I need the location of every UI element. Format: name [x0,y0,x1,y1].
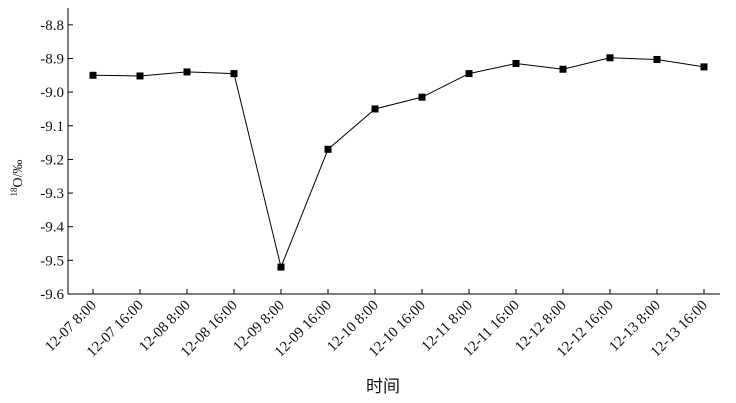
series-line-group [89,54,708,271]
y-tick-label: -9.3 [40,186,64,202]
data-point-marker [324,145,332,153]
data-point-marker [136,72,144,80]
y-axis-title: 18O/‰ [9,160,26,197]
y-tick-label: -9.6 [40,287,64,303]
data-point-marker [277,263,285,271]
data-point-marker [606,54,614,62]
data-point-marker [700,63,708,71]
y-tick-label: -9.5 [40,253,64,269]
data-point-marker [371,105,379,113]
y-axis-title-main: O/‰ [11,160,26,188]
data-point-marker [418,93,426,101]
y-tick-label: -9.1 [40,119,64,135]
svg-text:18O/‰: 18O/‰ [9,160,26,197]
data-point-marker [465,70,473,78]
y-axis: -9.6 -9.5 -9.4 -9.3 -9.2 -9.1 -9.0 -8.9 -8.8 [40,8,73,303]
y-tick-label: -9.2 [40,152,64,168]
y-tick-label: -8.8 [40,18,64,34]
data-point-marker [183,68,191,76]
y-tick-label: -9.4 [40,220,64,236]
y-axis-title-superscript: 18 [9,187,19,197]
y-tick-label: -9.0 [40,85,64,101]
data-point-marker [89,71,97,79]
series-line [92,57,705,269]
x-axis-title: 时间 [366,377,400,397]
data-point-marker [230,70,238,78]
data-point-marker [559,65,567,73]
y-tick-label: -8.9 [40,51,64,67]
data-point-marker [512,60,520,68]
data-point-marker [653,55,661,63]
